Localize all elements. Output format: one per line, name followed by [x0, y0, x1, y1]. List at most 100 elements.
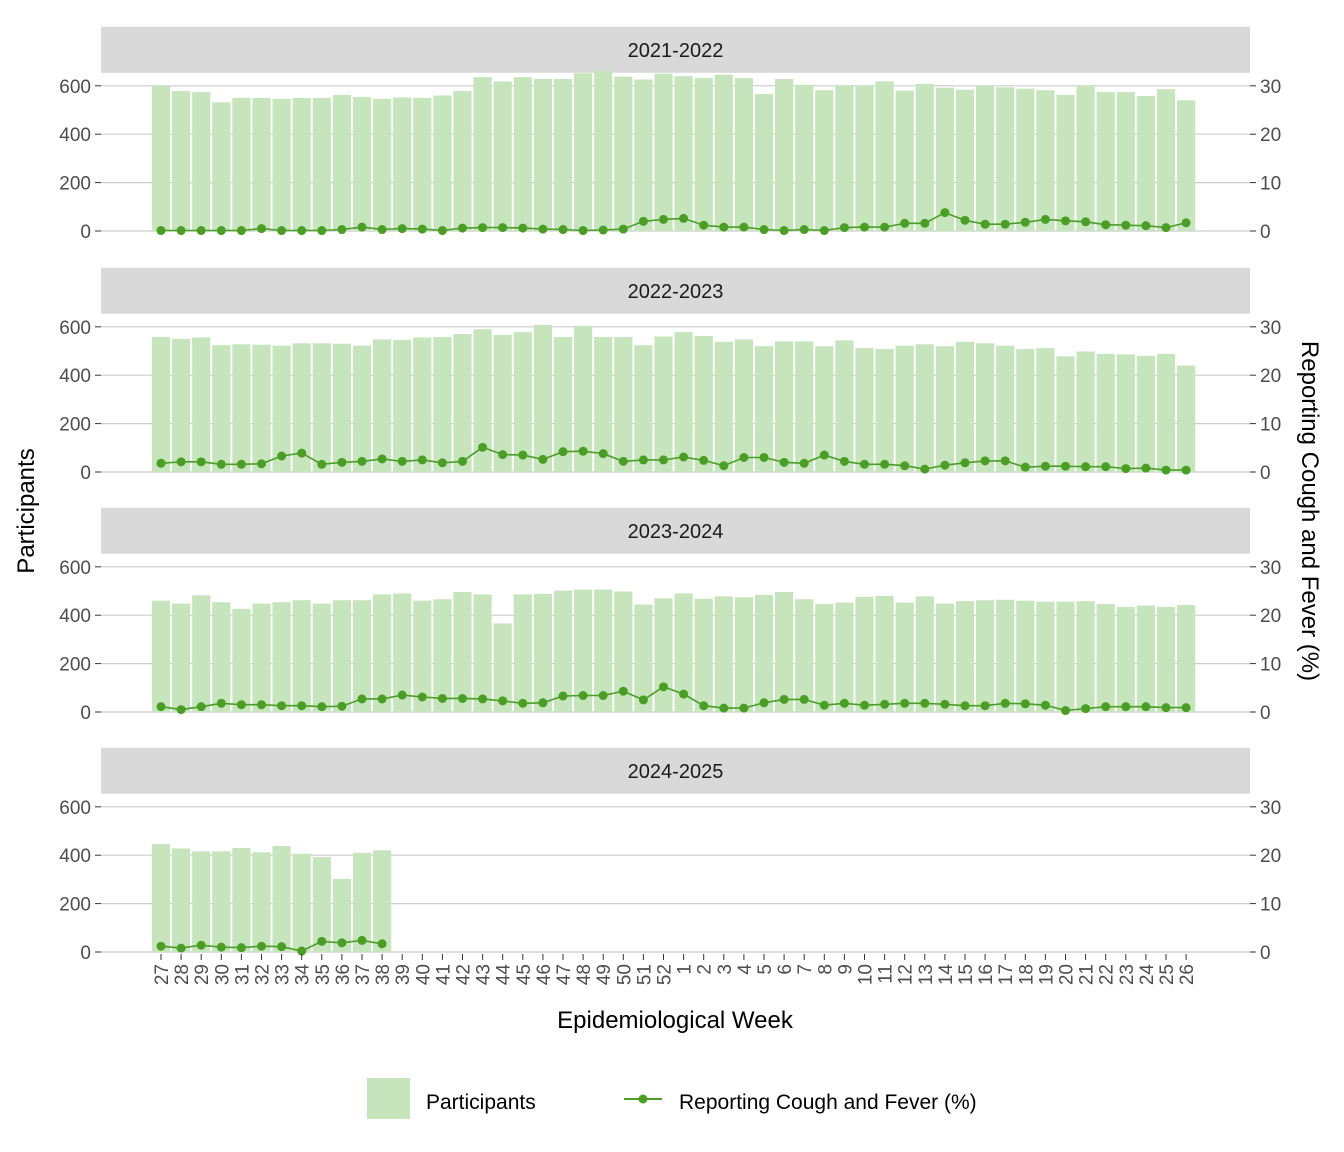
y2-tick-label: 10	[1260, 174, 1281, 195]
point-cough-fever	[397, 690, 407, 700]
point-cough-fever	[920, 464, 930, 474]
x-tick-label: 48	[574, 964, 595, 985]
x-tick-label: 50	[614, 964, 635, 985]
bar-participants	[332, 878, 351, 952]
bar-participants	[292, 600, 311, 712]
point-cough-fever	[739, 703, 749, 713]
bar-participants	[373, 594, 392, 712]
bar-participants	[976, 343, 995, 472]
bar-participants	[192, 92, 211, 231]
x-tick-label: 14	[936, 964, 957, 986]
point-cough-fever	[558, 691, 568, 701]
bar-participants	[272, 602, 291, 712]
point-cough-fever	[297, 946, 307, 956]
x-tick-label: 9	[835, 964, 856, 975]
x-tick-label: 43	[474, 964, 495, 985]
point-cough-fever	[1020, 699, 1030, 709]
point-cough-fever	[437, 226, 447, 236]
bar-participants	[915, 83, 934, 231]
point-cough-fever	[799, 458, 809, 468]
point-cough-fever	[1161, 223, 1171, 233]
bar-participants	[513, 332, 532, 472]
bar-participants	[252, 97, 271, 232]
bar-participants	[393, 593, 412, 712]
point-cough-fever	[458, 456, 467, 466]
point-cough-fever	[357, 935, 367, 945]
bar-participants	[634, 604, 653, 712]
bar-participants	[553, 336, 573, 472]
y2-tick-label: 30	[1260, 558, 1281, 579]
point-cough-fever	[779, 694, 789, 704]
bar-participants	[915, 596, 934, 712]
bar-participants	[1177, 365, 1196, 472]
bar-participants	[192, 595, 211, 712]
bar-participants	[654, 73, 673, 231]
bar-participants	[734, 339, 753, 472]
point-cough-fever	[880, 699, 890, 709]
x-tick-label: 20	[1057, 964, 1078, 985]
bar-participants	[433, 599, 452, 712]
bar-participants	[895, 90, 914, 231]
bar-participants	[1177, 100, 1196, 231]
bar-participants	[976, 600, 995, 712]
bar-participants	[473, 594, 492, 712]
bar-participants	[172, 91, 191, 232]
point-cough-fever	[498, 450, 508, 460]
legend-label-cough-fever: Reporting Cough and Fever (%)	[679, 1091, 977, 1114]
point-cough-fever	[377, 225, 387, 235]
point-cough-fever	[317, 226, 327, 236]
x-tick-label: 36	[333, 964, 354, 985]
point-cough-fever	[558, 447, 568, 457]
point-cough-fever	[719, 461, 729, 471]
bar-participants	[232, 97, 251, 232]
panel-2024-2025: 2024-2025 0 0 200 10 400 20 600 30	[59, 747, 1281, 964]
point-cough-fever	[297, 701, 307, 711]
bar-participants	[172, 603, 191, 712]
point-cough-fever	[397, 456, 407, 466]
bar-participants	[312, 97, 331, 232]
y2-tick-label: 30	[1260, 798, 1281, 819]
bar-participants	[835, 85, 854, 231]
point-cough-fever	[277, 701, 287, 711]
point-cough-fever	[458, 693, 467, 703]
point-cough-fever	[1061, 706, 1070, 716]
bar-participants	[634, 345, 653, 472]
bar-participants	[373, 98, 392, 231]
bar-participants	[1036, 90, 1055, 231]
point-cough-fever	[699, 455, 709, 465]
y-tick-label: 600	[59, 77, 91, 98]
x-tick-label: 45	[514, 964, 535, 985]
point-cough-fever	[659, 682, 668, 692]
bar-participants	[272, 345, 291, 472]
point-cough-fever	[940, 208, 950, 218]
point-cough-fever	[799, 225, 809, 235]
point-cough-fever	[196, 702, 206, 712]
bar-participants	[352, 345, 372, 472]
point-cough-fever	[257, 941, 266, 951]
point-cough-fever	[1101, 220, 1111, 230]
x-tick-label: 47	[554, 964, 575, 985]
x-tick-label: 38	[373, 964, 394, 985]
point-cough-fever	[638, 455, 648, 465]
bar-participants	[815, 346, 834, 472]
x-tick-label: 4	[735, 964, 756, 975]
y2-tick-label: 10	[1260, 895, 1281, 916]
bar-participants	[594, 336, 613, 472]
bar-participants	[212, 102, 231, 231]
y2-tick-label: 10	[1260, 415, 1281, 436]
point-cough-fever	[297, 448, 307, 458]
bar-participants	[1076, 601, 1095, 712]
point-cough-fever	[699, 701, 709, 711]
bar-participants	[955, 601, 975, 712]
point-cough-fever	[860, 700, 869, 710]
bar-participants	[332, 600, 351, 712]
point-cough-fever	[679, 452, 689, 462]
y-tick-label: 200	[59, 415, 91, 436]
point-cough-fever	[699, 220, 709, 230]
bar-participants	[614, 76, 633, 231]
bar-participants	[935, 87, 954, 232]
point-cough-fever	[618, 686, 628, 696]
x-tick-label: 35	[313, 964, 334, 985]
bar-participants	[212, 851, 231, 952]
